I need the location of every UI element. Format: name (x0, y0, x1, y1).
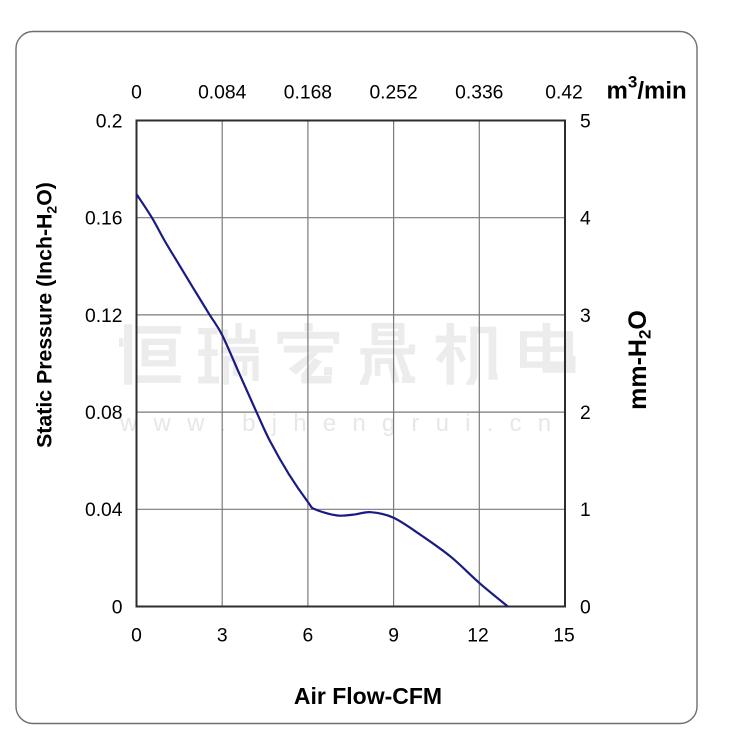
svg-text:0.16: 0.16 (85, 209, 123, 230)
svg-text:3: 3 (580, 306, 591, 327)
svg-text:3: 3 (217, 626, 228, 647)
svg-text:0.336: 0.336 (455, 83, 503, 104)
svg-text:0.04: 0.04 (85, 500, 123, 521)
svg-text:4: 4 (580, 209, 591, 230)
svg-text:0.168: 0.168 (284, 83, 332, 104)
svg-text:Air Flow-CFM: Air Flow-CFM (294, 683, 442, 709)
svg-text:15: 15 (553, 626, 574, 647)
svg-text:9: 9 (388, 626, 399, 647)
svg-text:0: 0 (112, 597, 123, 618)
svg-text:0: 0 (131, 83, 142, 104)
svg-text:www.bjhengrui.cn: www.bjhengrui.cn (119, 410, 567, 437)
svg-text:0.42: 0.42 (545, 83, 583, 104)
svg-text:m3/min: m3/min (607, 73, 687, 105)
svg-text:0.12: 0.12 (85, 306, 123, 327)
svg-text:5: 5 (580, 111, 591, 132)
svg-text:1: 1 (580, 500, 591, 521)
svg-text:0.08: 0.08 (85, 403, 123, 424)
svg-text:0.2: 0.2 (96, 111, 123, 132)
svg-text:6: 6 (303, 626, 314, 647)
svg-text:0.084: 0.084 (198, 83, 247, 104)
svg-text:mm-H2O: mm-H2O (624, 310, 655, 410)
svg-text:Static Pressure (Inch-H2O): Static Pressure (Inch-H2O) (33, 182, 60, 448)
svg-text:0: 0 (131, 626, 142, 647)
svg-text:12: 12 (467, 626, 488, 647)
svg-text:0.252: 0.252 (369, 83, 417, 104)
svg-text:2: 2 (580, 403, 591, 424)
svg-text:0: 0 (580, 597, 591, 618)
